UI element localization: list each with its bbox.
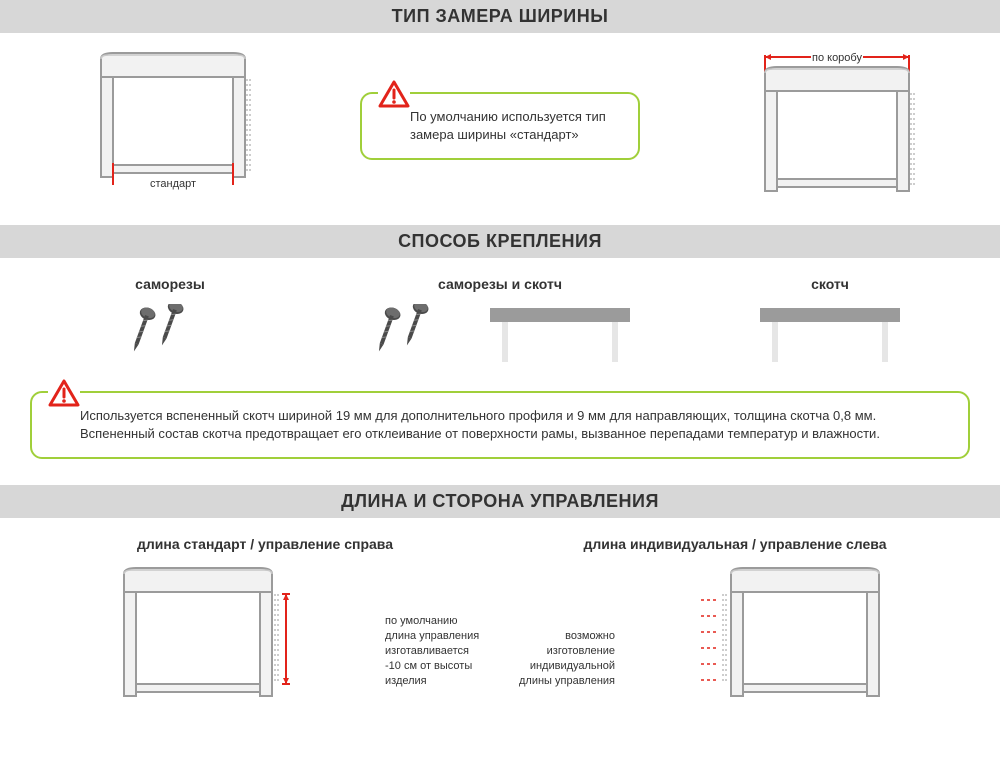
section1-callout: По умолчанию используется тип замера шир…	[360, 92, 640, 160]
note-line: изготавливается	[385, 644, 495, 659]
mount-screws-label: саморезы	[40, 276, 300, 292]
width-box-col: по коробу	[747, 51, 917, 201]
note-line: длины управления	[505, 674, 615, 689]
section2-row: саморезы	[0, 258, 1000, 391]
note-line: -10 см от высоты	[385, 659, 495, 674]
shade-right-diagram	[110, 566, 300, 706]
section1-callout-text: По умолчанию используется тип замера шир…	[410, 109, 606, 142]
mount-tape-col: скотч	[700, 276, 960, 367]
mount-screws-tape-col: саморезы и скотч	[320, 276, 680, 364]
mount-screws-tape-label: саморезы и скотч	[320, 276, 680, 292]
control-left-title: длина индивидуальная / управление слева	[505, 536, 965, 552]
screws-icon	[125, 304, 215, 364]
control-left-col: длина индивидуальная / управление слева …	[505, 536, 965, 706]
section3-row: длина стандарт / управление справа по ум	[0, 518, 1000, 716]
note-line: возможно	[505, 629, 615, 644]
mount-screws-col: саморезы	[40, 276, 300, 367]
shade-box-diagram: по коробу	[747, 51, 917, 201]
screws-icon-2	[370, 304, 460, 364]
note-line: индивидуальной	[505, 659, 615, 674]
width-standard-col: стандарт	[83, 51, 253, 191]
section1-header: ТИП ЗАМЕРА ШИРИНЫ	[0, 0, 1000, 33]
control-right-note: по умолчанию длина управления изготавлив…	[385, 614, 495, 688]
section2-header: СПОСОБ КРЕПЛЕНИЯ	[0, 225, 1000, 258]
control-right-col: длина стандарт / управление справа по ум	[35, 536, 495, 706]
section1-callout-wrap: По умолчанию используется тип замера шир…	[360, 92, 640, 160]
warning-icon	[48, 379, 80, 409]
tape-icon	[490, 304, 630, 364]
shade-standard-diagram: стандарт	[83, 51, 253, 191]
box-measure-label: по коробу	[812, 52, 862, 64]
standard-measure-label: стандарт	[150, 178, 196, 190]
note-line: изделия	[385, 674, 495, 689]
note-line: длина управления	[385, 629, 495, 644]
warning-icon	[378, 80, 410, 110]
note-line: по умолчанию	[385, 614, 495, 629]
section1-row: стандарт По умолчанию используется тип з…	[0, 33, 1000, 225]
tape-icon-2	[760, 304, 900, 364]
note-line: изготовление	[505, 644, 615, 659]
control-right-title: длина стандарт / управление справа	[35, 536, 495, 552]
control-left-note: возможно изготовление индивидуальной дли…	[505, 629, 615, 688]
shade-left-diagram	[695, 566, 895, 706]
section3-header: ДЛИНА И СТОРОНА УПРАВЛЕНИЯ	[0, 485, 1000, 518]
section2-callout-text: Используется вспененный скотч шириной 19…	[80, 408, 880, 441]
section2-callout: Используется вспененный скотч шириной 19…	[30, 391, 970, 459]
mount-tape-label: скотч	[700, 276, 960, 292]
